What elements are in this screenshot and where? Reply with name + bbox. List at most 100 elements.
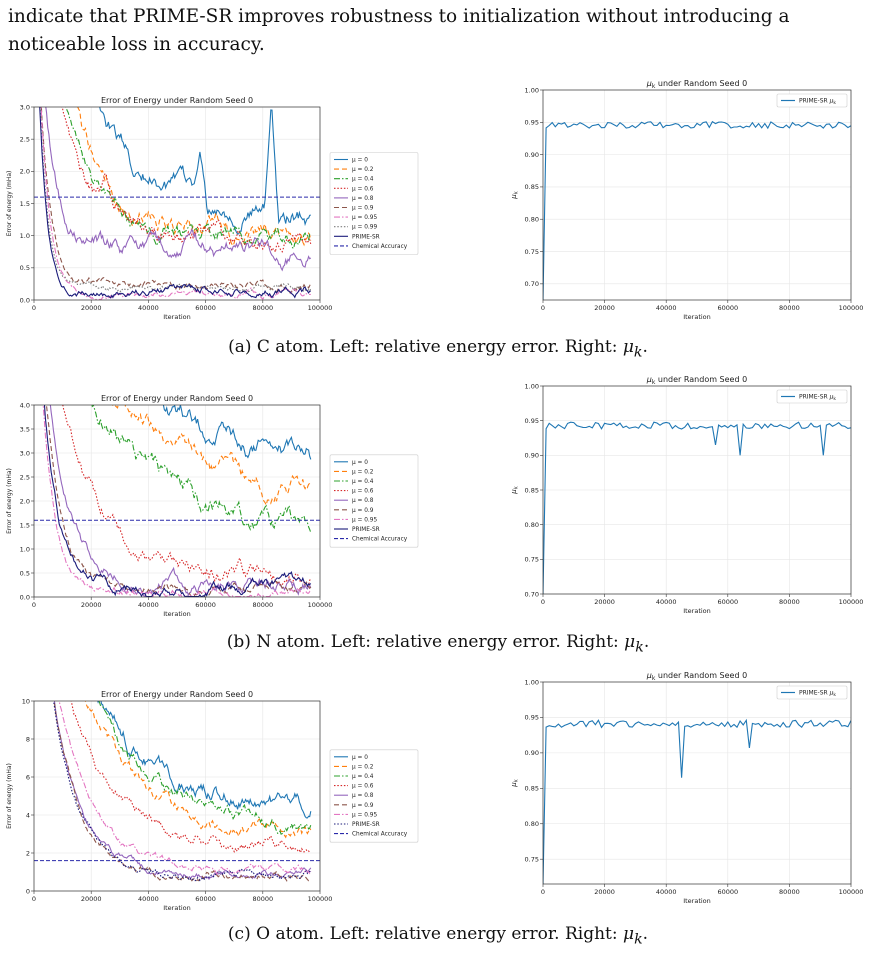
chart-c-mu: μk under Random Seed 0 0 20000 40000 60000 80… <box>510 79 863 321</box>
caption-b-sub: k <box>635 639 644 656</box>
chart-title: Error of Energy under Random Seed 0 <box>101 690 253 699</box>
y-tick-label: 0.85 <box>525 183 539 191</box>
y-tick-label: 0.85 <box>525 486 539 494</box>
legend-label: PRIME-SR <box>352 822 380 828</box>
legend-label: Chemical Accuracy <box>352 832 408 838</box>
y-axis-label: Error of energy (mHa) <box>6 763 13 829</box>
chart-title: μk under Random Seed 0 <box>646 79 747 90</box>
legend-box <box>776 93 848 108</box>
y-tick-label: 0.80 <box>525 216 539 224</box>
legend-label: PRIME-SR μk <box>799 394 836 403</box>
y-tick-label: 2.0 <box>20 168 30 176</box>
series-line <box>49 405 312 597</box>
legend-label: PRIME-SR μk <box>799 690 836 699</box>
x-tick-label: 0 <box>32 601 36 609</box>
x-tick-label: 40000 <box>138 895 159 903</box>
axes-frame <box>542 681 852 885</box>
series-line <box>39 107 311 299</box>
series-line <box>543 718 851 884</box>
legend-label: μ = 0 <box>352 460 368 466</box>
legend-label: Chemical Accuracy <box>352 537 408 543</box>
y-tick-label: 0.80 <box>525 521 539 529</box>
x-tick-label: 100000 <box>308 304 333 312</box>
legend-label: μ = 0.95 <box>352 215 377 221</box>
x-axis-label: Iteration <box>683 313 711 321</box>
x-tick-label: 60000 <box>717 888 738 896</box>
x-tick-label: 80000 <box>779 598 800 606</box>
legend-label: μ = 0.8 <box>352 498 374 504</box>
y-tick-label: 1.0 <box>20 545 30 553</box>
legend-box <box>329 749 419 843</box>
x-tick-label: 20000 <box>594 598 615 606</box>
axes-frame <box>33 700 321 892</box>
y-tick-label: 2.0 <box>20 497 30 505</box>
x-axis-label: Iteration <box>163 904 191 912</box>
axes-frame <box>33 106 321 301</box>
x-tick-label: 0 <box>32 304 36 312</box>
legend-label: μ = 0 <box>352 158 368 164</box>
y-axis-label: μk <box>510 191 520 199</box>
plot-area <box>543 421 851 594</box>
y-tick-label: 0.90 <box>525 749 539 757</box>
series-line <box>161 405 312 460</box>
legend-label: PRIME-SR <box>352 234 380 240</box>
chart-title: Error of Energy under Random Seed 0 <box>101 394 253 403</box>
y-tick-label: 1.5 <box>20 521 30 529</box>
legend-box <box>776 389 848 404</box>
legend-label: μ = 0.6 <box>352 489 374 495</box>
legend-label: μ = 0.2 <box>352 167 374 173</box>
caption-b: (b) N atom. Left: relative energy error.… <box>0 632 876 655</box>
series-line <box>77 107 312 249</box>
x-axis-label: Iteration <box>683 897 711 905</box>
series-line <box>53 701 311 883</box>
y-axis-label: μk <box>510 486 520 494</box>
x-tick-label: 60000 <box>195 601 216 609</box>
y-tick-label: 0.75 <box>525 855 539 863</box>
x-tick-label: 40000 <box>656 304 677 312</box>
y-tick-label: 0.5 <box>20 264 30 272</box>
legend-box <box>329 152 419 255</box>
x-tick-label: 20000 <box>81 304 102 312</box>
x-tick-label: 60000 <box>717 598 738 606</box>
x-axis-label: Iteration <box>163 610 191 618</box>
series-line <box>65 107 311 250</box>
y-tick-label: 0.0 <box>20 296 30 304</box>
chart-n-mu: μk under Random Seed 0 0 20000 40000 60000 80… <box>510 375 863 615</box>
series-line <box>53 701 312 882</box>
legend-label: μ = 0.4 <box>352 479 374 485</box>
x-tick-label: 20000 <box>594 304 615 312</box>
caption-b-symbol: μ <box>624 632 636 652</box>
y-tick-label: 1.00 <box>525 382 539 390</box>
x-tick-label: 0 <box>541 598 545 606</box>
series-line <box>98 701 312 835</box>
y-tick-label: 0.0 <box>20 593 30 601</box>
caption-c-sub: k <box>634 931 643 948</box>
y-tick-label: 0.95 <box>525 119 539 127</box>
series-line <box>58 701 312 875</box>
x-tick-label: 60000 <box>195 304 216 312</box>
legend-label: μ = 0.4 <box>352 774 374 780</box>
series-line <box>40 107 312 295</box>
series-line <box>42 405 312 597</box>
series-line <box>40 107 311 300</box>
y-tick-label: 0.70 <box>525 590 539 598</box>
y-tick-label: 0.75 <box>525 556 539 564</box>
series-line <box>543 120 851 300</box>
series-line <box>45 405 312 597</box>
x-tick-label: 20000 <box>81 601 102 609</box>
y-axis-label: Error of energy (mHa) <box>6 171 13 237</box>
x-axis-label: Iteration <box>163 313 191 321</box>
series-line <box>45 107 312 272</box>
x-tick-label: 20000 <box>81 895 102 903</box>
y-tick-label: 1.0 <box>20 232 30 240</box>
x-tick-label: 80000 <box>252 895 273 903</box>
y-tick-label: 0.90 <box>525 452 539 460</box>
y-tick-label: 0.80 <box>525 820 539 828</box>
y-tick-label: 4.0 <box>20 401 30 409</box>
legend-box <box>776 685 848 700</box>
caption-b-text: (b) N atom. Left: relative energy error.… <box>226 632 619 652</box>
x-tick-label: 100000 <box>839 888 864 896</box>
x-tick-label: 40000 <box>656 888 677 896</box>
y-tick-label: 10 <box>22 697 30 705</box>
y-tick-label: 3.5 <box>20 425 30 433</box>
